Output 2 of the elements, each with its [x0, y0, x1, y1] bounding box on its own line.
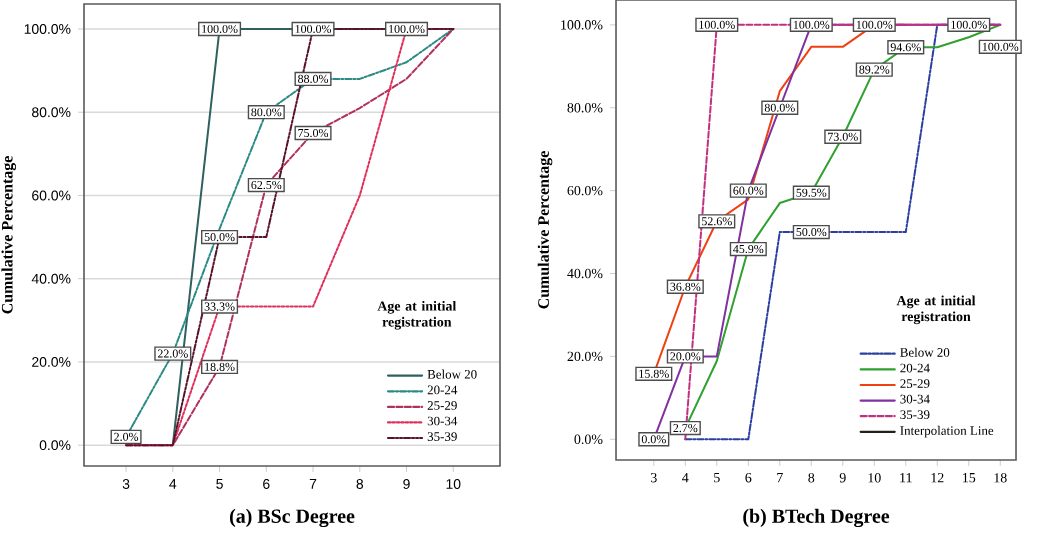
text: (a) BSc Degree — [230, 508, 355, 528]
text: (b) BTech Degree — [743, 508, 890, 528]
